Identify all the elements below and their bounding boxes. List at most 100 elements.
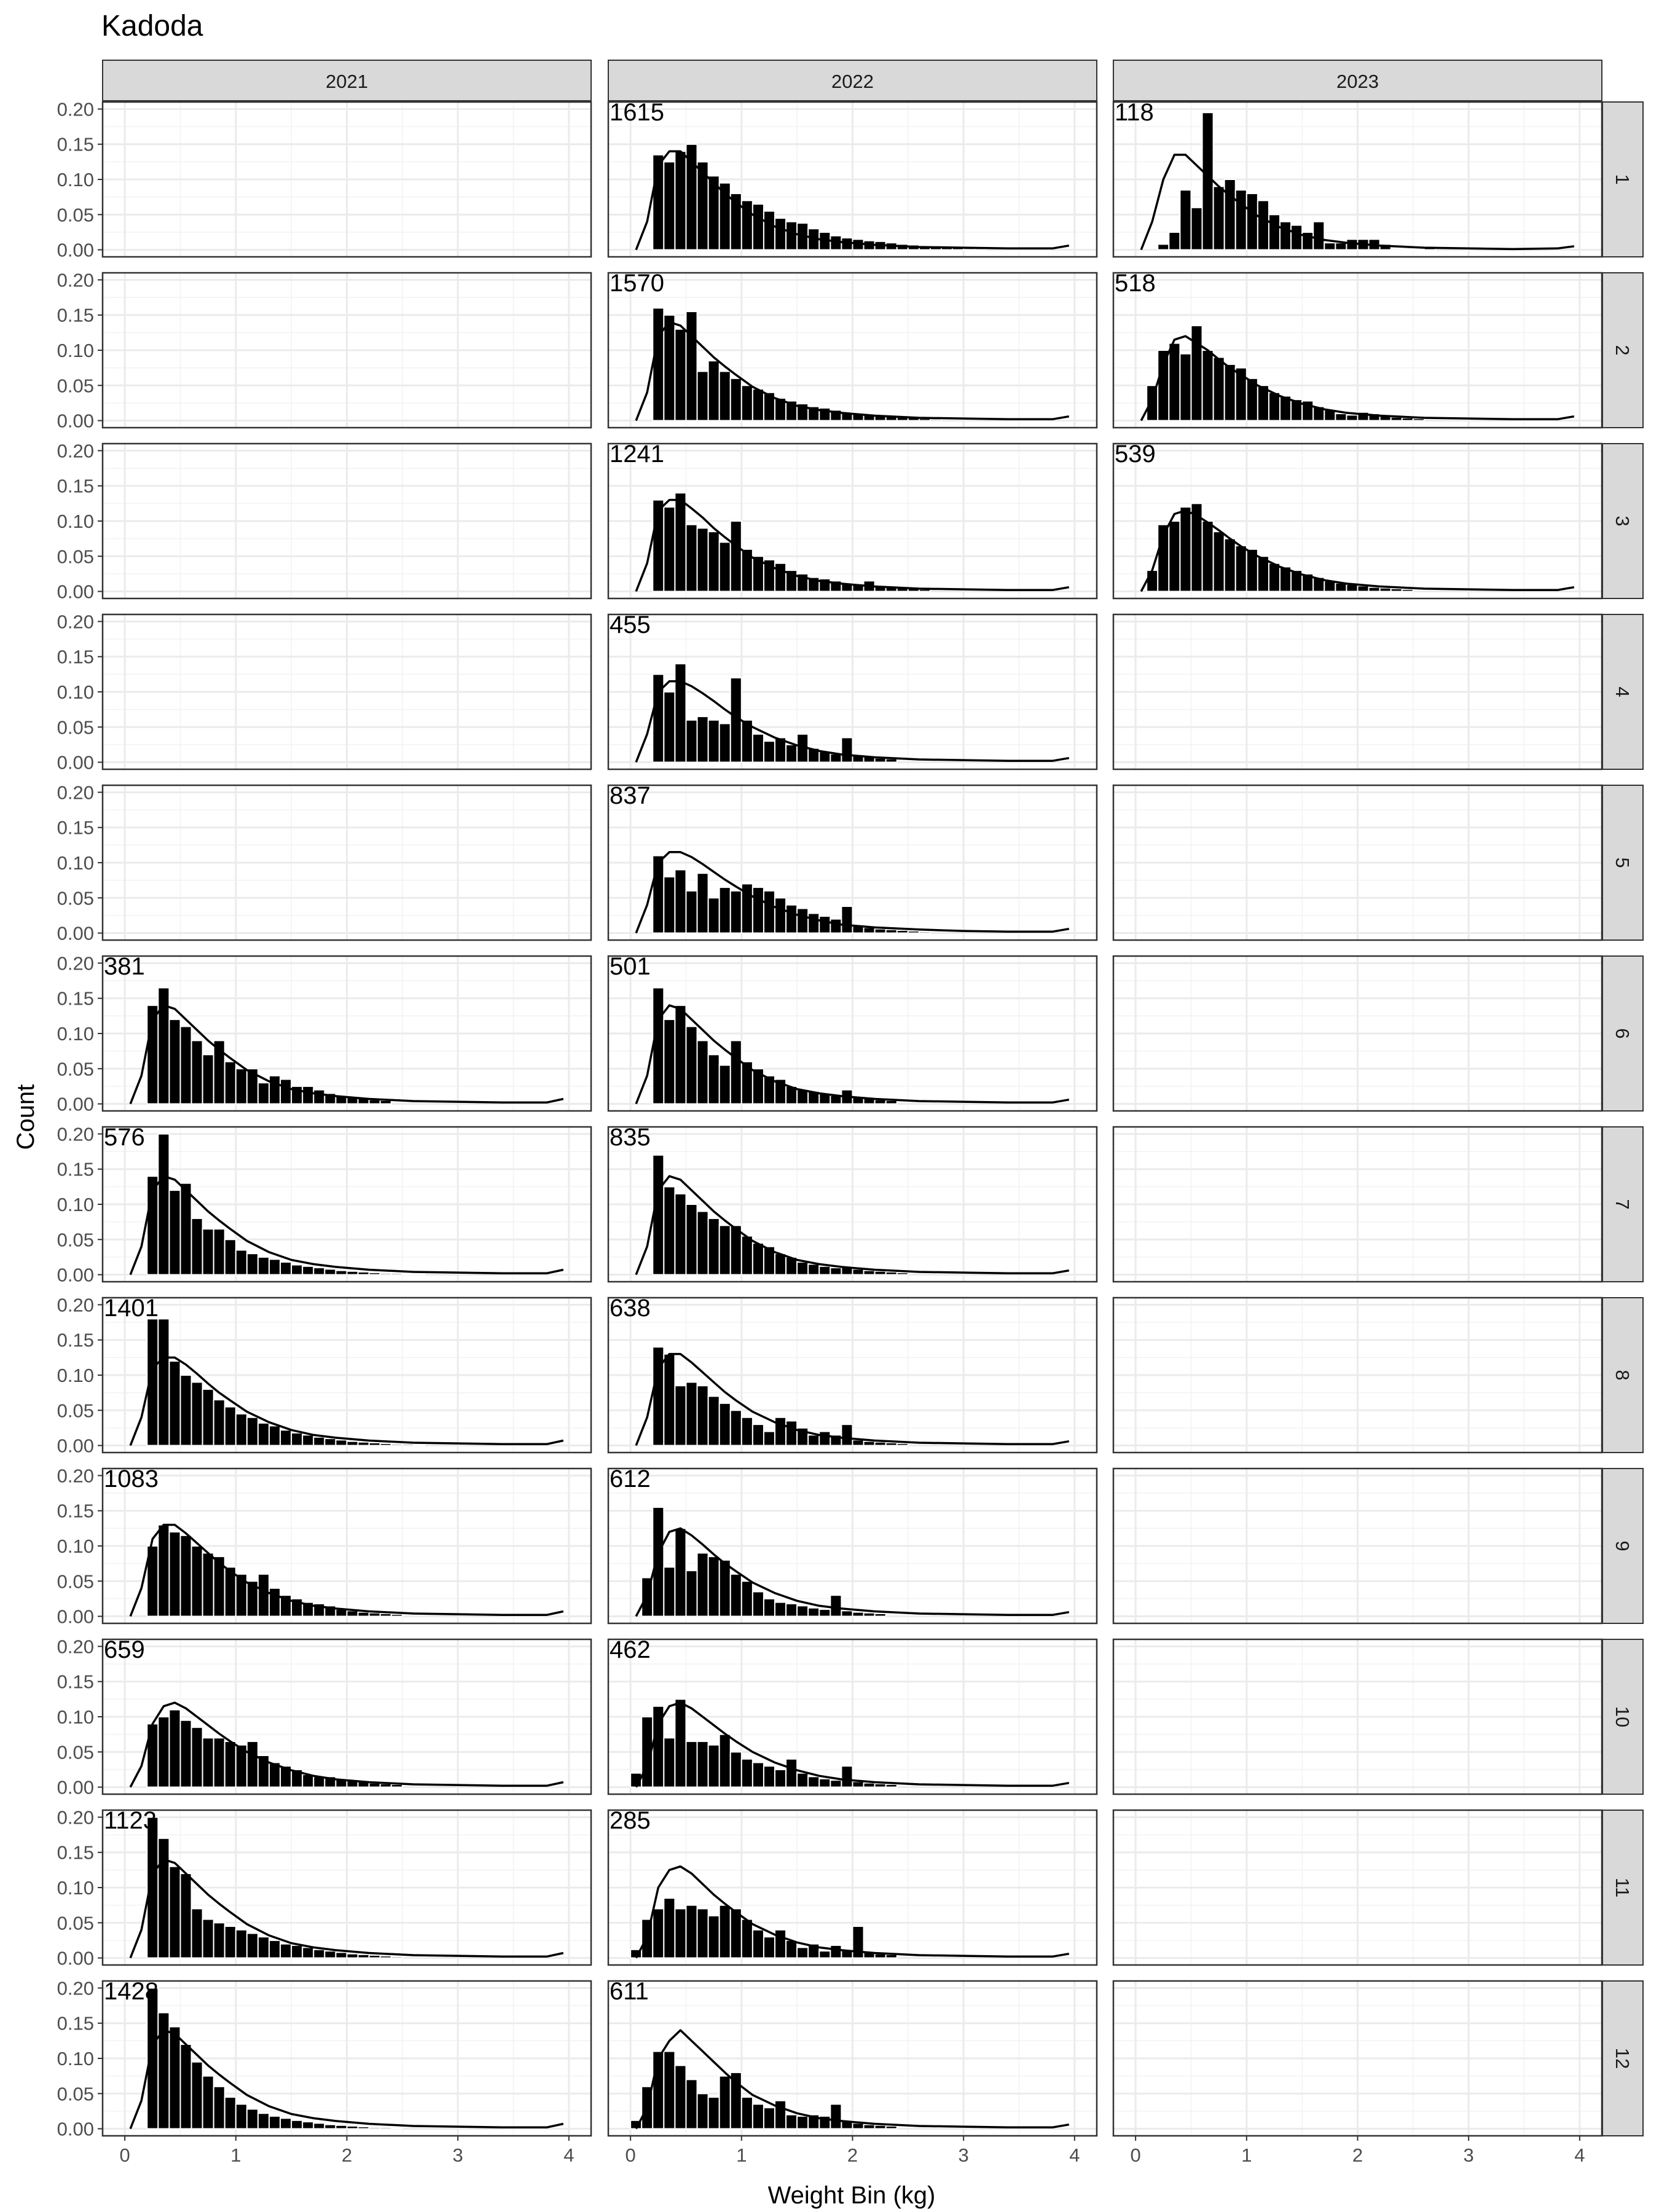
- histogram-bar: [685, 1570, 698, 1617]
- histogram-bar: [168, 2026, 181, 2130]
- histogram-bar: [346, 1953, 359, 1959]
- y-tick-label: 0.00: [57, 1435, 94, 1457]
- histogram-bar: [1212, 531, 1225, 592]
- x-tick-label: 0: [1131, 2144, 1141, 2166]
- panel-border-2023-3: [1112, 442, 1603, 600]
- histogram-bar: [313, 2122, 326, 2130]
- histogram-bar: [740, 1580, 753, 1617]
- histogram-bar: [202, 1388, 214, 1446]
- histogram-bar: [852, 1439, 865, 1446]
- histogram-bar: [1268, 562, 1281, 592]
- histogram-bar: [763, 1936, 776, 1959]
- histogram-bar: [674, 1005, 687, 1105]
- count-label: 576: [104, 1124, 145, 1151]
- histogram-bar: [796, 1772, 809, 1788]
- panel-border-2021-4: [101, 613, 592, 771]
- x-axis-label: Weight Bin (kg): [768, 2182, 936, 2209]
- histogram-bar: [785, 1758, 798, 1788]
- histogram-bar: [707, 719, 720, 763]
- density-curve: [129, 2029, 564, 2130]
- histogram-bar: [685, 1904, 698, 1959]
- row-strip-label-6: 6: [1612, 1028, 1633, 1038]
- density-curve: [635, 2029, 1070, 2130]
- panel-border-2021-3: [101, 442, 592, 600]
- y-tick-label: 0.00: [57, 1265, 94, 1286]
- histogram-bar: [685, 1204, 698, 1276]
- histogram-bar: [863, 1269, 876, 1276]
- density-curve: [129, 1175, 564, 1276]
- histogram-bar: [718, 1402, 731, 1446]
- histogram-bar: [1212, 356, 1225, 422]
- histogram-bar: [830, 1594, 842, 1617]
- histogram-bar: [313, 1948, 326, 1959]
- y-tick-label: 0.05: [57, 1400, 94, 1421]
- histogram-bar: [751, 733, 764, 763]
- histogram-bar: [740, 2096, 753, 2130]
- histogram-bar: [696, 1040, 709, 1105]
- y-tick-label: 0.20: [57, 1977, 94, 1999]
- histogram-bar: [257, 1573, 270, 1617]
- histogram-bar: [852, 1611, 865, 1617]
- histogram-bar: [357, 1441, 370, 1446]
- histogram-bar: [763, 740, 776, 763]
- count-label: 1123: [104, 1807, 157, 1834]
- y-tick-label: 0.00: [57, 1948, 94, 1969]
- histogram-bar: [874, 1441, 887, 1446]
- histogram-bar: [379, 2127, 392, 2130]
- histogram-bar: [751, 887, 764, 934]
- x-tick-label: 3: [1464, 2144, 1474, 2166]
- histogram-bar: [863, 1612, 876, 1617]
- histogram-bar: [335, 1439, 348, 1446]
- panel-border-2023-1: [1112, 101, 1603, 258]
- density-curve: [129, 1858, 564, 1959]
- histogram-bar: [168, 1709, 181, 1788]
- histogram-bar: [1190, 206, 1203, 251]
- y-tick-label: 0.00: [57, 752, 94, 774]
- histogram-bar: [302, 1085, 315, 1105]
- row-strip-label-9: 9: [1612, 1540, 1633, 1551]
- density-curve: [635, 150, 1070, 251]
- density-curve: [635, 1004, 1070, 1105]
- histogram-bar: [257, 1936, 270, 1959]
- histogram-bar: [346, 1440, 359, 1446]
- histogram-bar: [729, 377, 742, 422]
- histogram-bar: [269, 1258, 281, 1276]
- density-curve: [129, 1004, 564, 1105]
- histogram-bar: [729, 1040, 742, 1105]
- histogram-bar: [652, 307, 665, 422]
- panel-border-2023-2: [1112, 272, 1603, 429]
- histogram-bar: [179, 1719, 192, 1788]
- panel-border-2021-6: [101, 955, 592, 1112]
- y-tick-label: 0.15: [57, 1671, 94, 1693]
- y-tick-label: 0.05: [57, 2083, 94, 2104]
- histogram-bar: [179, 2044, 192, 2130]
- x-tick-label: 4: [1069, 2144, 1080, 2166]
- histogram-bar: [213, 1399, 226, 1446]
- histogram-bar: [146, 1987, 159, 2130]
- y-tick-label: 0.05: [57, 546, 94, 567]
- x-tick-label: 1: [1241, 2144, 1252, 2166]
- y-tick-label: 0.15: [57, 646, 94, 668]
- histogram-bar: [1157, 350, 1170, 422]
- histogram-bar: [1335, 413, 1347, 422]
- histogram-bar: [841, 1610, 853, 1617]
- y-tick-label: 0.00: [57, 2119, 94, 2140]
- histogram-bar: [324, 1950, 337, 1959]
- histogram-bar: [863, 1782, 876, 1788]
- histogram-bar: [918, 931, 931, 934]
- histogram-bar: [707, 1915, 720, 1959]
- count-label: 1615: [610, 99, 664, 126]
- histogram-bar: [202, 1054, 214, 1105]
- x-tick-label: 2: [847, 2144, 858, 2166]
- y-tick-label: 0.10: [57, 169, 94, 190]
- histogram-bar: [696, 1385, 709, 1446]
- column-strip-2022: [608, 60, 1097, 101]
- histogram-bar: [179, 1375, 192, 1446]
- panel-border-2023-9: [1112, 1467, 1603, 1625]
- histogram-bar: [852, 1926, 865, 1959]
- histogram-bar: [818, 916, 831, 934]
- x-tick-label: 1: [736, 2144, 747, 2166]
- histogram-bar: [818, 1430, 831, 1446]
- histogram-bar: [830, 1944, 842, 1959]
